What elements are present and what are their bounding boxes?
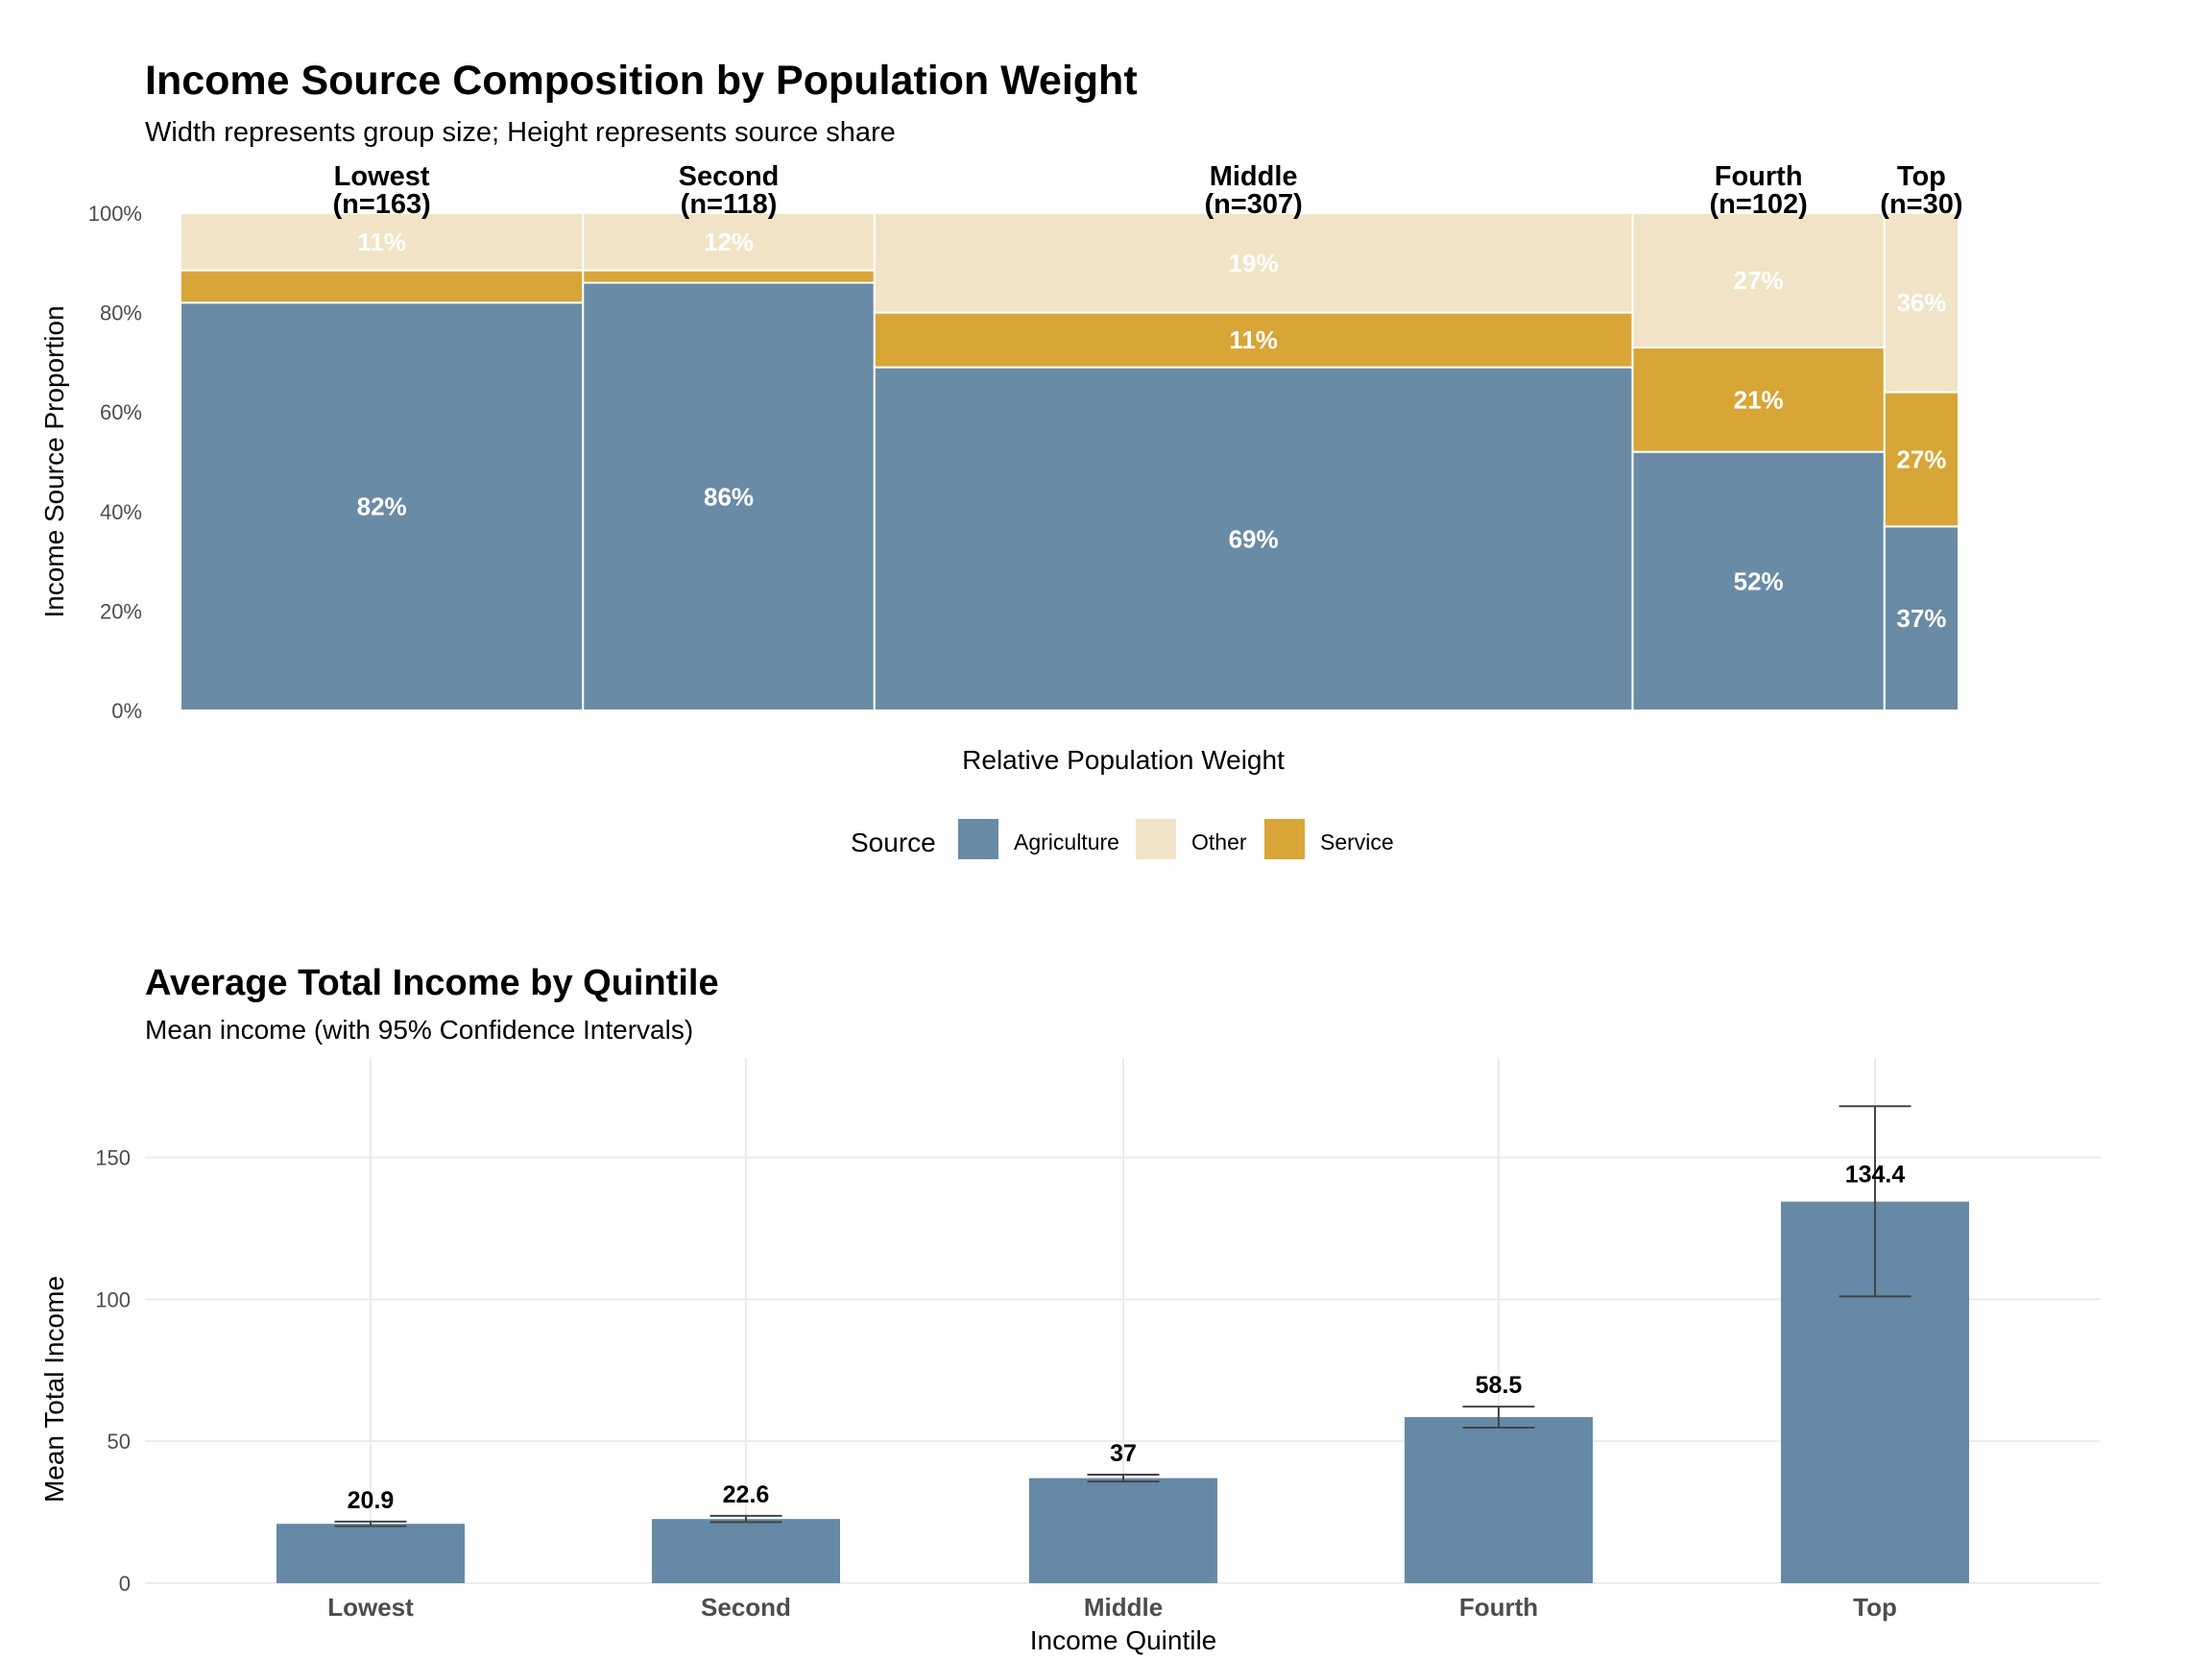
legend-swatch-agriculture <box>958 819 998 859</box>
mosaic-tile-top-other <box>1883 212 1960 394</box>
bar-x-tick-fourth: Fourth <box>1459 1593 1538 1622</box>
mosaic-column-count-fourth: (n=102) <box>1709 189 1807 220</box>
bar-fourth <box>1405 1417 1593 1583</box>
mosaic-column-header-fourth: Fourth <box>1715 161 1803 192</box>
mosaic-y-tick-label: 100% <box>88 202 142 226</box>
mosaic-y-axis: 0% 20% 40% 60% 80% 100% <box>88 202 142 723</box>
bar-value-label: 58.5 <box>1476 1372 1523 1399</box>
bar-y-axis-label: Mean Total Income <box>39 1276 69 1503</box>
bar-value-label: 22.6 <box>723 1481 770 1508</box>
legend-swatch-other <box>1136 819 1176 859</box>
bar-x-axis-label: Income Quintile <box>1030 1625 1217 1655</box>
mosaic-column-header-second: Second <box>679 161 780 192</box>
mosaic-y-tick-label: 20% <box>100 599 142 623</box>
bar-y-tick-label: 150 <box>95 1145 131 1169</box>
mosaic-tile-middle-service <box>873 311 1634 369</box>
mosaic-column-count-middle: (n=307) <box>1204 189 1302 220</box>
bar-chart-subtitle: Mean income (with 95% Confidence Interva… <box>145 1015 694 1045</box>
mosaic-tile-fourth-agriculture <box>1631 450 1886 711</box>
mosaic-tile-fourth-other <box>1631 212 1886 349</box>
mosaic-y-tick-label: 60% <box>100 400 142 424</box>
bar-value-label: 20.9 <box>348 1487 395 1514</box>
bar-middle <box>1029 1478 1217 1583</box>
mosaic-tile-top-agriculture <box>1883 525 1960 712</box>
mosaic-data-label: 36% <box>1896 288 1946 317</box>
bar-x-tick-second: Second <box>701 1593 791 1622</box>
mosaic-tile-middle-agriculture <box>873 366 1634 711</box>
bar-chart-gridlines <box>145 1058 2101 1584</box>
mosaic-column-header-top: Top <box>1897 161 1946 192</box>
mosaic-data-label: 27% <box>1734 266 1784 295</box>
mosaic-data-label: 21% <box>1734 385 1784 414</box>
mosaic-y-tick-label: 40% <box>100 500 142 524</box>
bar-x-tick-top: Top <box>1853 1593 1897 1622</box>
mosaic-y-axis-label: Income Source Proportion <box>39 305 69 617</box>
mosaic-chart: 0% 20% 40% 60% 80% 100% Income Source Proport… <box>39 161 1963 859</box>
bar-value-label: 134.4 <box>1845 1162 1906 1189</box>
mosaic-data-label: 52% <box>1734 566 1784 595</box>
mosaic-column-count-second: (n=118) <box>681 189 778 220</box>
mosaic-x-axis-label: Relative Population Weight <box>962 745 1285 775</box>
legend-label-service: Service <box>1320 830 1394 854</box>
mosaic-chart-subtitle: Width represents group size; Height repr… <box>145 117 896 148</box>
mosaic-tile-second-service <box>582 269 876 284</box>
bar-x-axis: Lowest Second Middle Fourth Top <box>327 1593 1897 1622</box>
mosaic-data-label: 86% <box>704 482 754 511</box>
mosaic-data-label: 11% <box>1229 325 1278 354</box>
legend: Source Agriculture Other Service <box>851 819 1394 859</box>
mosaic-y-tick-label: 80% <box>100 301 142 325</box>
bar-lowest <box>276 1524 465 1583</box>
mosaic-y-tick-label: 0% <box>111 699 142 723</box>
bar-y-axis: 0 50 100 150 <box>95 1145 131 1596</box>
legend-label-other: Other <box>1191 830 1247 854</box>
mosaic-data-label: 27% <box>1896 445 1946 473</box>
mosaic-column-header-lowest: Lowest <box>334 161 430 192</box>
legend-swatch-service <box>1264 819 1305 859</box>
mosaic-tile-second-other <box>582 212 876 272</box>
legend-title: Source <box>851 828 936 857</box>
mosaic-data-label: 82% <box>357 493 407 521</box>
mosaic-data-label: 69% <box>1229 524 1279 553</box>
bar-y-tick-label: 50 <box>108 1430 131 1454</box>
bar-chart-title: Average Total Income by Quintile <box>145 963 719 1003</box>
mosaic-data-label: 37% <box>1896 604 1946 633</box>
mosaic-data-labels: 82% 11% 86% 12% 69% 11% 19% 52% 21% 27% 37% 27% 36% <box>357 228 1947 633</box>
bar-chart-value-labels: 20.9 22.6 37 58.5 134.4 <box>348 1162 1906 1514</box>
legend-label-agriculture: Agriculture <box>1014 830 1119 854</box>
bar-x-tick-lowest: Lowest <box>327 1593 414 1622</box>
mosaic-tile-fourth-service <box>1631 346 1886 453</box>
mosaic-tile-second-agriculture <box>582 281 876 711</box>
mosaic-data-label: 11% <box>357 228 406 256</box>
bar-second <box>652 1519 840 1583</box>
mosaic-tiles <box>180 212 1960 712</box>
mosaic-chart-title: Income Source Composition by Population … <box>145 58 1138 104</box>
mosaic-tile-middle-other <box>873 212 1634 314</box>
mosaic-column-count-lowest: (n=163) <box>332 189 430 220</box>
bar-value-label: 37 <box>1110 1440 1137 1467</box>
income-bar-chart: 0 50 100 150 Mean Total Income 20.9 22.6 37 58… <box>39 1058 2101 1655</box>
mosaic-column-headers: Lowest(n=163) Second(n=118) Middle(n=307) F… <box>332 161 1962 220</box>
mosaic-data-label: 19% <box>1229 249 1279 277</box>
bar-y-tick-label: 100 <box>95 1287 131 1311</box>
mosaic-tile-lowest-service <box>180 269 585 304</box>
bar-chart-error-bars <box>334 1105 1911 1527</box>
bar-y-tick-label: 0 <box>119 1572 131 1596</box>
mosaic-column-header-middle: Middle <box>1210 161 1298 192</box>
mosaic-column-count-top: (n=30) <box>1880 189 1962 220</box>
bar-x-tick-middle: Middle <box>1084 1593 1163 1622</box>
mosaic-data-label: 12% <box>704 228 754 256</box>
mosaic-tile-lowest-agriculture <box>180 301 585 711</box>
